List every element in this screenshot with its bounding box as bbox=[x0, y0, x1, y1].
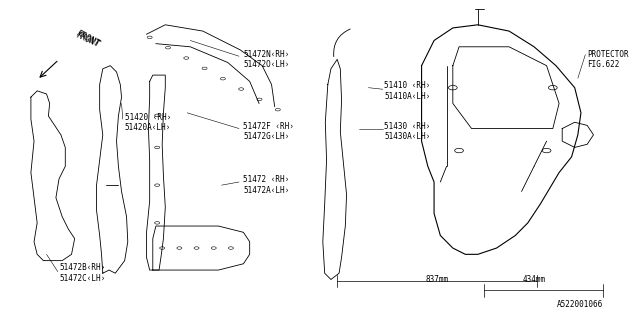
Text: 434mm: 434mm bbox=[522, 275, 546, 284]
Text: 51430 ‹RH›
51430A‹LH›: 51430 ‹RH› 51430A‹LH› bbox=[384, 122, 430, 141]
Text: 51420 ‹RH›
51420A‹LH›: 51420 ‹RH› 51420A‹LH› bbox=[125, 113, 171, 132]
Text: 51472F ‹RH›
51472G‹LH›: 51472F ‹RH› 51472G‹LH› bbox=[243, 122, 294, 141]
Text: 51472N‹RH›
51472O‹LH›: 51472N‹RH› 51472O‹LH› bbox=[243, 50, 290, 69]
Text: FRONT: FRONT bbox=[75, 29, 101, 49]
Text: 51472 ‹RH›
51472A‹LH›: 51472 ‹RH› 51472A‹LH› bbox=[243, 175, 290, 195]
Text: 51472B‹RH›
51472C‹LH›: 51472B‹RH› 51472C‹LH› bbox=[59, 263, 106, 283]
Text: 837mm: 837mm bbox=[426, 275, 449, 284]
Text: PROTECTOR
FIG.622: PROTECTOR FIG.622 bbox=[588, 50, 629, 69]
Text: FRONT: FRONT bbox=[75, 31, 101, 50]
Text: A522001066: A522001066 bbox=[557, 300, 603, 309]
Text: 51410 ‹RH›
51410A‹LH›: 51410 ‹RH› 51410A‹LH› bbox=[384, 81, 430, 100]
